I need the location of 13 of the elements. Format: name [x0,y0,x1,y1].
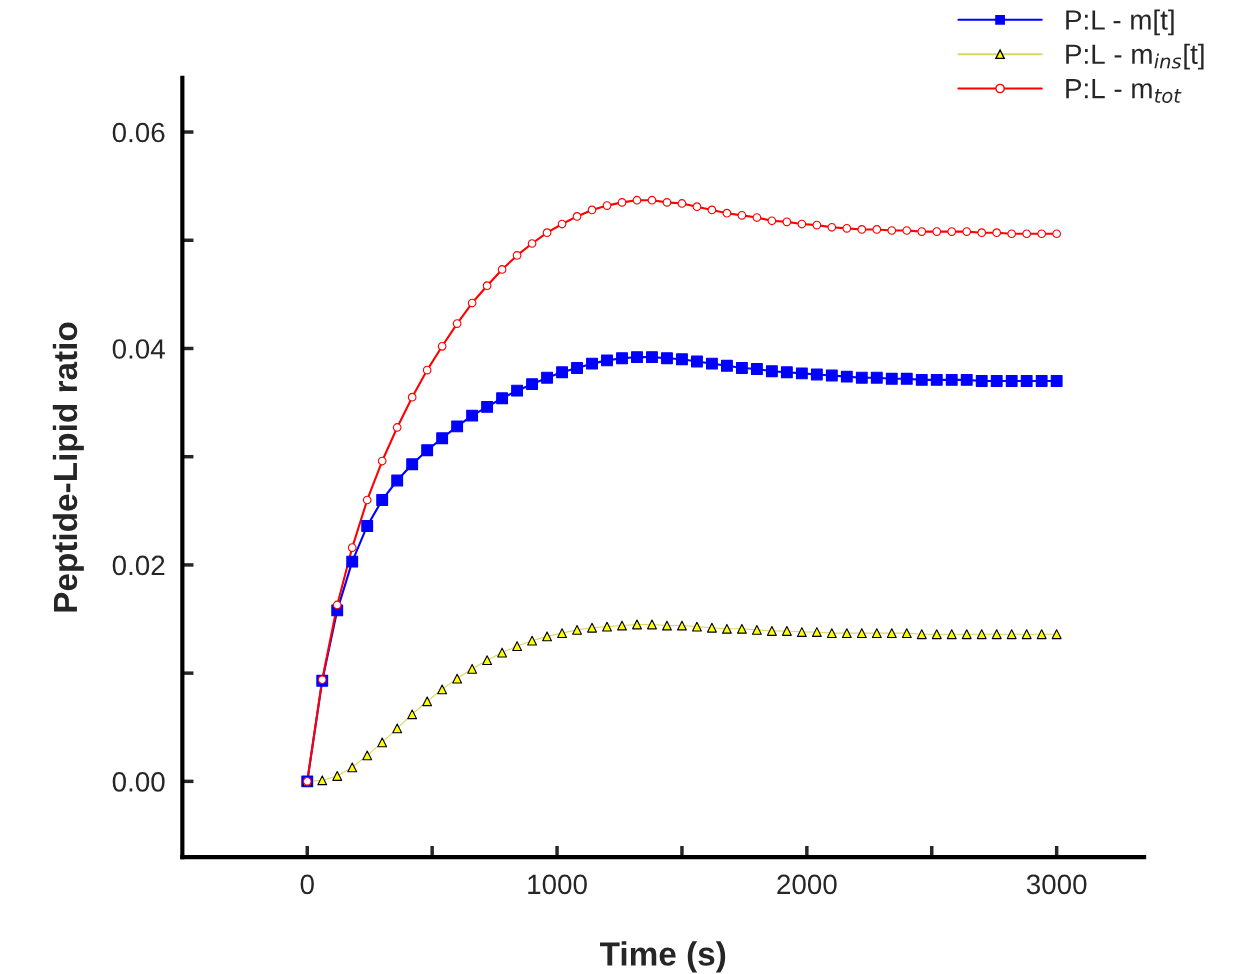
x-axis-title: Time (s) [599,941,726,973]
legend-label: P:L - m$_{tot}$ [1066,79,1182,103]
y-tick-label: 0.06 [112,122,165,143]
x-tick-label: 3000 [1026,874,1087,895]
x-tick-label: 1000 [528,874,587,895]
legend-label: P:L - m[t] [1066,9,1174,36]
y-tick-label: 0.04 [112,339,165,359]
legend-label: P:L - m$_{ins}$[t] [1066,43,1204,70]
x-tick-label: 0 [300,874,314,895]
x-tick-label: 2000 [777,874,837,895]
y-axis-title: Peptide-Lipid ratio [52,322,84,612]
y-tick-label: 0.02 [112,555,165,576]
y-tick-label: 0.00 [112,772,165,792]
